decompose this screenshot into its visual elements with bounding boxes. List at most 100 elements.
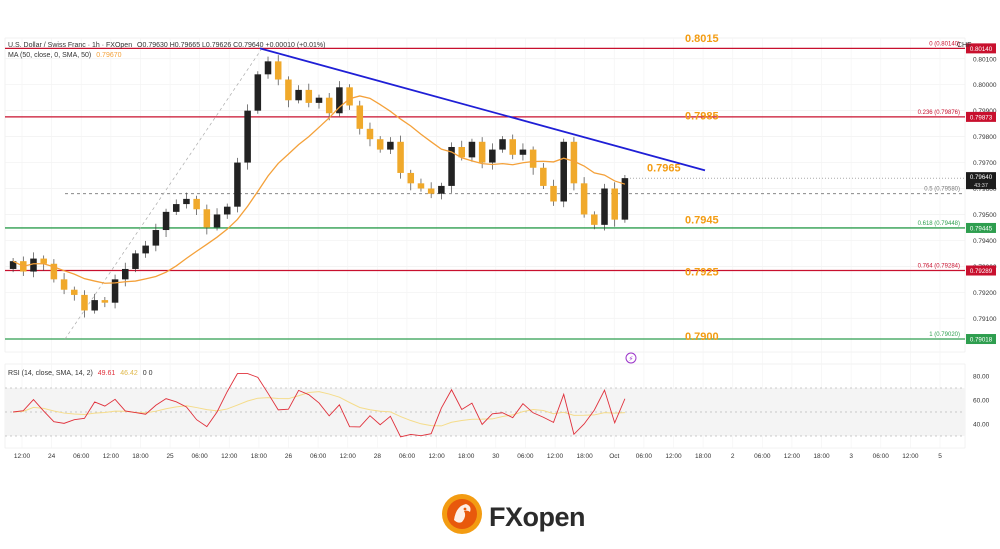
- price-badge: [966, 111, 996, 122]
- candle-body: [336, 87, 343, 114]
- candle-body: [81, 294, 88, 311]
- candle-body: [540, 167, 547, 186]
- ma-legend: MA (50, close, 0, SMA, 50) 0.79670: [8, 52, 122, 59]
- rsi-label: RSI (14, close, SMA, 14, 2): [8, 370, 93, 377]
- candle-body: [60, 279, 68, 290]
- candle-body: [478, 141, 486, 163]
- price-level-label: 0.7965: [647, 163, 681, 175]
- x-tick-label: 12:00: [547, 453, 564, 460]
- candle-body: [489, 149, 496, 163]
- price-badge: [966, 265, 996, 276]
- price-level-label: 0.7945: [685, 214, 719, 226]
- x-tick-label: 12:00: [14, 453, 31, 460]
- price-badge-text: 0.80140: [970, 46, 993, 53]
- x-tick-label: 18:00: [458, 453, 475, 460]
- x-tick-label: 24: [48, 453, 56, 460]
- x-tick-label: 28: [374, 453, 382, 460]
- candle-body: [142, 245, 149, 254]
- price-badge-text: 0.79445: [970, 225, 993, 232]
- candle-body: [448, 146, 455, 186]
- candle-body: [417, 183, 425, 189]
- rsi-ma-line: [13, 391, 625, 427]
- candle-body: [458, 146, 466, 158]
- current-price-text: 0.79640: [970, 174, 993, 181]
- candle-body: [111, 279, 119, 303]
- candle-body: [346, 87, 353, 106]
- x-tick-label: 12:00: [428, 453, 445, 460]
- price-level-label: 0.7985: [685, 111, 719, 123]
- x-tick-label: 06:00: [754, 453, 771, 460]
- candle-body: [295, 89, 302, 101]
- candle-body: [611, 188, 618, 220]
- x-tick-label: 06:00: [73, 453, 90, 460]
- candle-body: [529, 149, 537, 168]
- candle-body: [101, 300, 109, 303]
- x-tick-label: 06:00: [636, 453, 653, 460]
- candle-body: [121, 268, 129, 280]
- trendline: [259, 47, 706, 172]
- candle-body: [387, 141, 394, 150]
- x-tick-label: 3: [849, 453, 853, 460]
- candle-body: [438, 185, 445, 194]
- price-level-label: 0.7925: [685, 266, 719, 278]
- candle-body: [183, 198, 190, 205]
- lightning-icon: ⚡: [629, 355, 634, 363]
- x-tick-label: 2: [731, 453, 735, 460]
- candle-body: [152, 230, 160, 246]
- moving-average-line: [12, 95, 626, 284]
- candle-body: [550, 185, 557, 202]
- candle-body: [264, 61, 272, 75]
- candle-body: [468, 141, 476, 158]
- candle-body: [315, 97, 323, 103]
- price-badge-text: 0.79873: [970, 114, 993, 121]
- y-tick-label: 0.80100: [973, 56, 997, 63]
- candle-body: [40, 258, 47, 264]
- x-tick-label: 30: [492, 453, 500, 460]
- candle-body: [244, 110, 251, 163]
- candle-body: [305, 89, 313, 103]
- fib-level-label: 0.618 (0.79448): [918, 221, 960, 227]
- lion-icon: [442, 494, 482, 534]
- rsi-tick-label: 80.00: [973, 374, 990, 381]
- fib-level-label: 0 (0.80140): [929, 41, 960, 47]
- chart-area: 0.80100 0.80000 0.79900 0.79800 0.79700 0.796…: [4, 33, 997, 460]
- x-tick-label: 25: [166, 453, 174, 460]
- candle-body: [172, 204, 180, 212]
- ma-label: MA (50, close, 0, SMA, 50): [8, 52, 92, 59]
- candle-body: [621, 178, 629, 220]
- x-tick-label: 06:00: [192, 453, 209, 460]
- fib-level-label: 1 (0.79020): [929, 332, 960, 338]
- candle-body: [580, 183, 588, 215]
- y-tick-label: 0.79900: [973, 108, 997, 115]
- candle-body: [30, 258, 37, 272]
- x-tick-label: Oct: [609, 453, 619, 460]
- current-price-badge: [966, 172, 996, 190]
- x-tick-label: 06:00: [399, 453, 416, 460]
- symbol-line: U.S. Dollar / Swiss Franc · 1h · FXOpen: [8, 42, 133, 49]
- candle-body: [591, 214, 598, 225]
- price-badge: [966, 222, 996, 233]
- y-tick-label: 0.79500: [973, 212, 997, 219]
- x-tick-label: 5: [938, 453, 942, 460]
- y-tick-label: 0.79200: [973, 290, 997, 297]
- candle-body: [9, 261, 17, 269]
- price-badge-text: 0.79289: [970, 268, 993, 275]
- candle-body: [601, 188, 608, 225]
- x-tick-label: 12:00: [902, 453, 919, 460]
- candle-body: [162, 211, 170, 231]
- candle-body: [397, 141, 404, 173]
- ohlc-values: O0.79630 H0.79665 L0.79626 C0.79640 +0.0…: [137, 42, 326, 49]
- candle-body: [91, 300, 98, 311]
- candle-body: [499, 139, 506, 150]
- price-level-label: 0.8015: [685, 33, 719, 45]
- y-tick-label: 0.79800: [973, 134, 997, 141]
- candle-body: [519, 149, 527, 155]
- x-tick-label: 12:00: [103, 453, 120, 460]
- price-badge: [966, 334, 996, 345]
- fib-level-label: 0.764 (0.79284): [918, 264, 960, 270]
- candle-body: [193, 198, 200, 210]
- price-chart: 0.80100 0.80000 0.79900 0.79800 0.79700 0.796…: [4, 33, 997, 460]
- logo-wordmark: FXopen: [489, 502, 586, 532]
- rsi-line: [13, 373, 626, 438]
- price-badge: [966, 43, 996, 54]
